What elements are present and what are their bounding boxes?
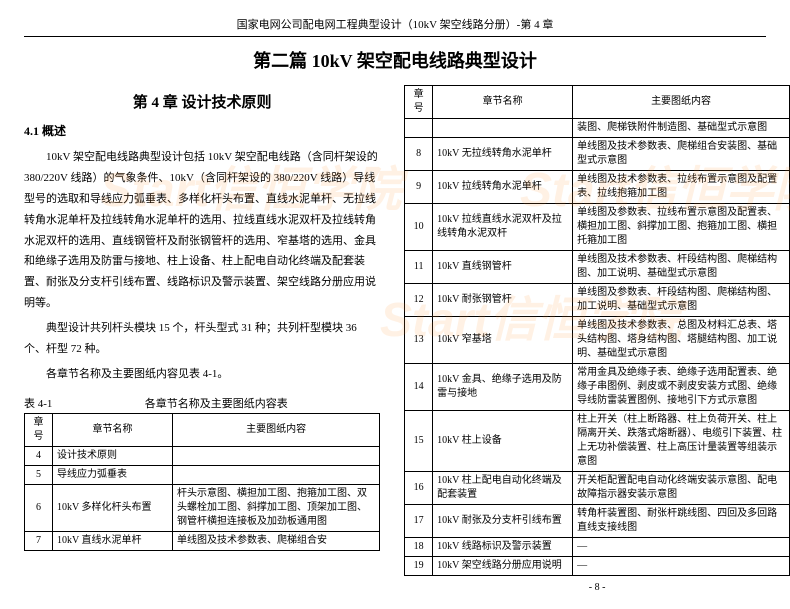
- table-header: 章号: [405, 86, 433, 119]
- cell-chapter-name: 10kV 拉线直线水泥双杆及拉线转角水泥双杆: [433, 204, 573, 251]
- paragraph: 10kV 架空配电线路典型设计包括 10kV 架空配电线路（含同杆架设的 380…: [24, 147, 380, 314]
- cell-chapter-name: 导线应力弧垂表: [53, 465, 173, 484]
- cell-chapter-desc: 单线图及技术参数表、拉线布置示意图及配置表、拉线抱箍加工图: [573, 171, 790, 204]
- table-row: 装图、爬梯铁附件制造图、基础型式示意图: [405, 119, 790, 138]
- cell-chapter-desc: [173, 465, 380, 484]
- cell-chapter-name: 10kV 柱上设备: [433, 411, 573, 472]
- table-row: 810kV 无拉线转角水泥单杆单线图及技术参数表、爬梯组合安装图、基础型式示意图: [405, 138, 790, 171]
- table-row: 4设计技术原则: [25, 446, 380, 465]
- cell-chapter-num: 11: [405, 251, 433, 284]
- cell-chapter-name: [433, 119, 573, 138]
- cell-chapter-num: 19: [405, 557, 433, 576]
- content-columns: 第 4 章 设计技术原则 4.1 概述 10kV 架空配电线路典型设计包括 10…: [24, 85, 766, 593]
- cell-chapter-desc: [173, 446, 380, 465]
- table-row: 1110kV 直线钢管杆单线图及技术参数表、杆段结构图、爬梯结构图、加工说明、基…: [405, 251, 790, 284]
- cell-chapter-desc: 单线图及技术参数表、杆段结构图、爬梯结构图、加工说明、基础型式示意图: [573, 251, 790, 284]
- page-header: 国家电网公司配电网工程典型设计（10kV 架空线路分册）-第 4 章: [24, 16, 766, 37]
- chapter-title: 第 4 章 设计技术原则: [24, 91, 380, 112]
- cell-chapter-name: 10kV 直线钢管杆: [433, 251, 573, 284]
- paragraph: 各章节名称及主要图纸内容见表 4-1。: [24, 364, 380, 385]
- cell-chapter-desc: 单线图及技术参数表、爬梯组合安: [173, 531, 380, 550]
- table-row: 1910kV 架空线路分册应用说明—: [405, 557, 790, 576]
- cell-chapter-num: 4: [25, 446, 53, 465]
- cell-chapter-desc: —: [573, 557, 790, 576]
- table-row: 1010kV 拉线直线水泥双杆及拉线转角水泥双杆单线图及参数表、拉线布置示意图及…: [405, 204, 790, 251]
- cell-chapter-name: 10kV 无拉线转角水泥单杆: [433, 138, 573, 171]
- cell-chapter-num: 5: [25, 465, 53, 484]
- cell-chapter-desc: 单线图及参数表、杆段结构图、爬梯结构图、加工说明、基础型式示意图: [573, 284, 790, 317]
- table-row: 610kV 多样化杆头布置杆头示意图、横担加工图、抱箍加工图、双头螺栓加工图、斜…: [25, 484, 380, 531]
- cell-chapter-num: 7: [25, 531, 53, 550]
- table-row: 710kV 直线水泥单杆单线图及技术参数表、爬梯组合安: [25, 531, 380, 550]
- cell-chapter-name: 10kV 耐张钢管杆: [433, 284, 573, 317]
- cell-chapter-name: 10kV 多样化杆头布置: [53, 484, 173, 531]
- cell-chapter-num: 6: [25, 484, 53, 531]
- cell-chapter-name: 10kV 拉线转角水泥单杆: [433, 171, 573, 204]
- cell-chapter-name: 10kV 直线水泥单杆: [53, 531, 173, 550]
- cell-chapter-num: 9: [405, 171, 433, 204]
- cell-chapter-desc: 杆头示意图、横担加工图、抱箍加工图、双头螺栓加工图、斜撑加工图、顶架加工图、钢管…: [173, 484, 380, 531]
- cell-chapter-name: 10kV 窄基塔: [433, 317, 573, 364]
- cell-chapter-name: 10kV 柱上配电自动化终端及配套装置: [433, 472, 573, 505]
- cell-chapter-desc: 单线图及参数表、拉线布置示意图及配置表、横担加工图、斜撑加工图、抱箍加工图、横担…: [573, 204, 790, 251]
- content-table-left: 章号 章节名称 主要图纸内容 4设计技术原则5导线应力弧垂表610kV 多样化杆…: [24, 413, 380, 551]
- cell-chapter-desc: 装图、爬梯铁附件制造图、基础型式示意图: [573, 119, 790, 138]
- table-header: 主要图纸内容: [573, 86, 790, 119]
- left-column: 第 4 章 设计技术原则 4.1 概述 10kV 架空配电线路典型设计包括 10…: [24, 85, 380, 593]
- cell-chapter-desc: 转角杆装置图、耐张杆跳线图、四回及多回路直线支接线图: [573, 505, 790, 538]
- table-row: 1310kV 窄基塔单线图及技术参数表、总图及材料汇总表、塔头结构图、塔身结构图…: [405, 317, 790, 364]
- cell-chapter-num: 13: [405, 317, 433, 364]
- cell-chapter-num: 14: [405, 364, 433, 411]
- table-row: 1710kV 耐张及分支杆引线布置转角杆装置图、耐张杆跳线图、四回及多回路直线支…: [405, 505, 790, 538]
- table-header: 章节名称: [53, 413, 173, 446]
- table-caption: 各章节名称及主要图纸内容表: [52, 395, 380, 411]
- cell-chapter-desc: 常用金具及绝缘子表、绝缘子选用配置表、绝缘子串图例、剥皮或不剥皮安装方式图、绝缘…: [573, 364, 790, 411]
- cell-chapter-num: 8: [405, 138, 433, 171]
- table-row: 910kV 拉线转角水泥单杆单线图及技术参数表、拉线布置示意图及配置表、拉线抱箍…: [405, 171, 790, 204]
- table-label: 表 4-1: [24, 395, 52, 411]
- paragraph: 典型设计共列杆头模块 15 个，杆头型式 31 种；共列杆型模块 36 个、杆型…: [24, 318, 380, 360]
- cell-chapter-name: 10kV 架空线路分册应用说明: [433, 557, 573, 576]
- cell-chapter-desc: 单线图及技术参数表、爬梯组合安装图、基础型式示意图: [573, 138, 790, 171]
- cell-chapter-name: 设计技术原则: [53, 446, 173, 465]
- table-header-row: 章号 章节名称 主要图纸内容: [25, 413, 380, 446]
- section-title: 4.1 概述: [24, 122, 380, 139]
- table-header-row: 章号 章节名称 主要图纸内容: [405, 86, 790, 119]
- cell-chapter-desc: 开关柜配置配电自动化终端安装示意图、配电故障指示器安装示意图: [573, 472, 790, 505]
- table-header: 主要图纸内容: [173, 413, 380, 446]
- table-row: 1610kV 柱上配电自动化终端及配套装置开关柜配置配电自动化终端安装示意图、配…: [405, 472, 790, 505]
- table-row: 1410kV 金具、绝缘子选用及防雷与接地常用金具及绝缘子表、绝缘子选用配置表、…: [405, 364, 790, 411]
- content-table-right: 章号 章节名称 主要图纸内容 装图、爬梯铁附件制造图、基础型式示意图810kV …: [404, 85, 790, 576]
- right-column: 章号 章节名称 主要图纸内容 装图、爬梯铁附件制造图、基础型式示意图810kV …: [404, 85, 790, 593]
- cell-chapter-name: 10kV 耐张及分支杆引线布置: [433, 505, 573, 538]
- page-number: - 8 -: [404, 582, 790, 593]
- cell-chapter-num: [405, 119, 433, 138]
- table-row: 1210kV 耐张钢管杆单线图及参数表、杆段结构图、爬梯结构图、加工说明、基础型…: [405, 284, 790, 317]
- cell-chapter-desc: 柱上开关（柱上断路器、柱上负荷开关、柱上隔离开关、跌落式熔断器）、电缆引下装置、…: [573, 411, 790, 472]
- cell-chapter-num: 10: [405, 204, 433, 251]
- cell-chapter-num: 12: [405, 284, 433, 317]
- cell-chapter-num: 15: [405, 411, 433, 472]
- cell-chapter-num: 16: [405, 472, 433, 505]
- cell-chapter-num: 17: [405, 505, 433, 538]
- part-title: 第二篇 10kV 架空配电线路典型设计: [24, 47, 766, 73]
- cell-chapter-desc: 单线图及技术参数表、总图及材料汇总表、塔头结构图、塔身结构图、塔腿结构图、加工说…: [573, 317, 790, 364]
- cell-chapter-name: 10kV 金具、绝缘子选用及防雷与接地: [433, 364, 573, 411]
- table-row: 1510kV 柱上设备柱上开关（柱上断路器、柱上负荷开关、柱上隔离开关、跌落式熔…: [405, 411, 790, 472]
- table-header: 章号: [25, 413, 53, 446]
- table-row: 5导线应力弧垂表: [25, 465, 380, 484]
- table-header: 章节名称: [433, 86, 573, 119]
